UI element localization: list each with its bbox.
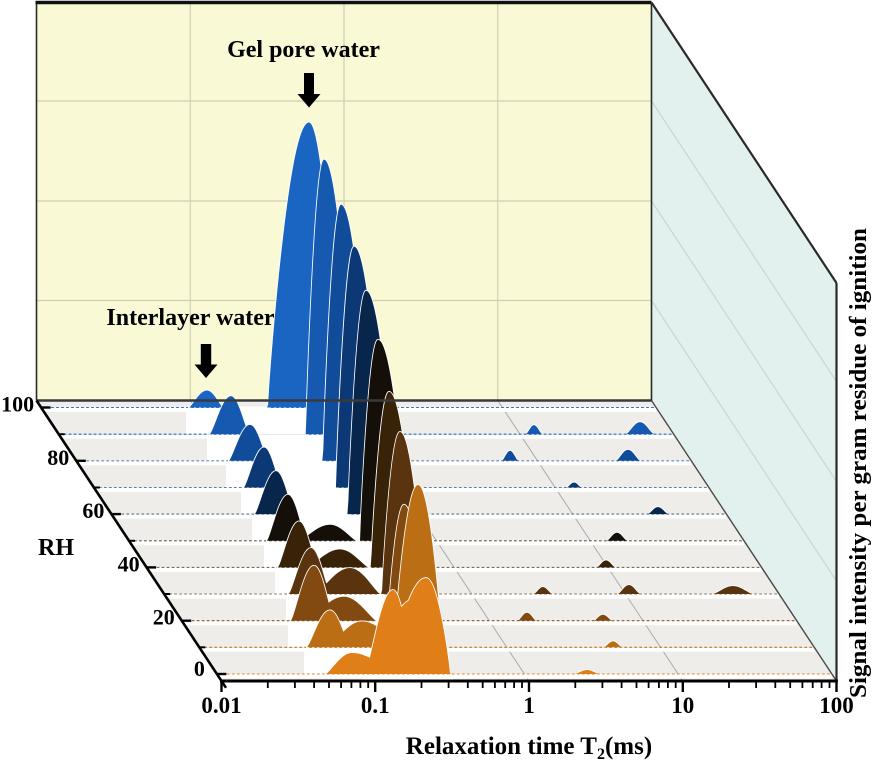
svg-text:60: 60 [82, 498, 104, 523]
svg-text:0.01: 0.01 [201, 693, 241, 718]
svg-text:0.1: 0.1 [361, 693, 390, 718]
svg-text:20: 20 [153, 605, 175, 630]
svg-text:1: 1 [523, 693, 535, 718]
svg-text:Relaxation time T2(ms): Relaxation time T2(ms) [406, 733, 652, 763]
svg-text:80: 80 [47, 445, 69, 470]
svg-text:RH: RH [38, 535, 74, 561]
svg-text:Interlayer water: Interlayer water [106, 305, 275, 331]
svg-text:Signal intensity per gram resi: Signal intensity per gram residue of ign… [845, 228, 872, 698]
svg-text:0: 0 [194, 656, 205, 681]
svg-text:10: 10 [671, 693, 694, 718]
svg-text:100: 100 [1, 392, 34, 417]
svg-text:100: 100 [819, 693, 854, 718]
svg-text:Gel pore water: Gel pore water [227, 37, 380, 63]
svg-text:40: 40 [118, 551, 140, 576]
